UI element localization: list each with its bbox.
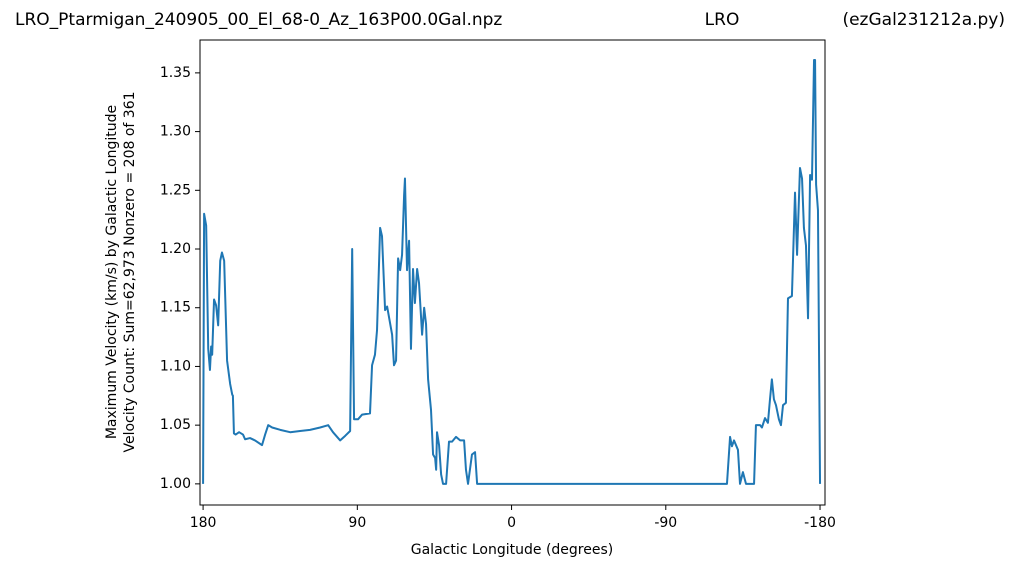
y-axis-label: Maximum Velocity (km/s) by Galactic Long… [104, 105, 120, 439]
x-tick-label: -90 [654, 515, 677, 531]
chart-title: LRO_Ptarmigan_240905_00_El_68-0_Az_163P0… [15, 10, 502, 30]
x-axis-label: Galactic Longitude (degrees) [411, 542, 613, 558]
x-tick-label: -180 [804, 515, 836, 531]
y-tick-label: 1.00 [160, 476, 191, 492]
y-tick-label: 1.25 [160, 182, 191, 198]
y-tick-label: 1.10 [160, 358, 191, 374]
chart-title-right: (ezGal231212a.py) [842, 10, 1005, 30]
y-tick-label: 1.35 [160, 65, 191, 81]
y-tick-label: 1.05 [160, 417, 191, 433]
x-tick-label: 90 [348, 515, 366, 531]
y-tick-label: 1.30 [160, 124, 191, 140]
x-tick-label: 0 [507, 515, 516, 531]
line-series [202, 58, 822, 485]
x-tick-label: 180 [190, 515, 217, 531]
plot-frame [199, 39, 826, 506]
y-tick-label: 1.15 [160, 300, 191, 316]
y-tick-label: 1.20 [160, 241, 191, 257]
chart-title-center: LRO [705, 10, 740, 30]
y-axis-label: Velocity Count: Sum=62,973 Nonzero = 208… [122, 91, 138, 452]
